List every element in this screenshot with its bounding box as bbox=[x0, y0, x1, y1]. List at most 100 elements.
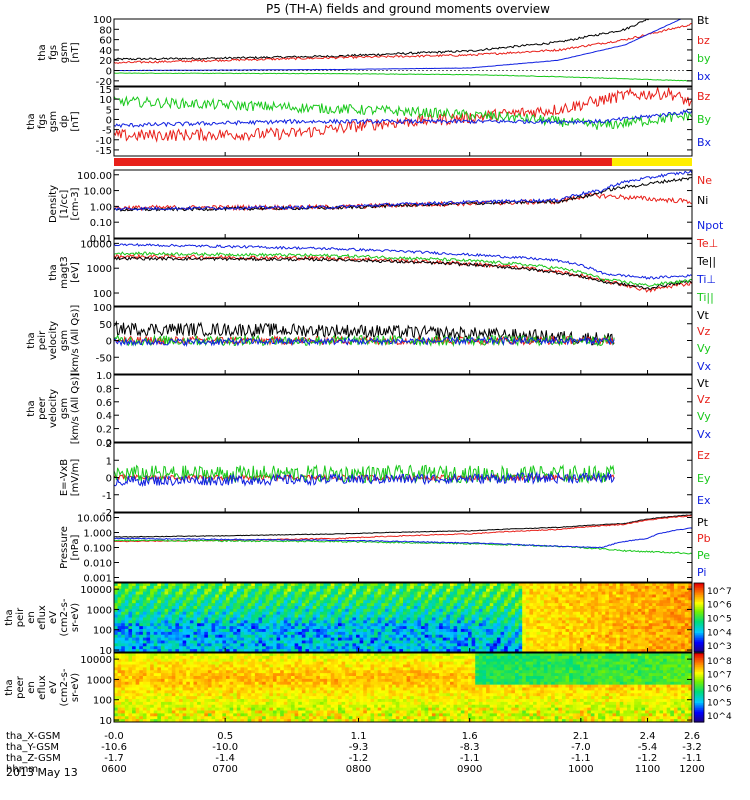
y-axis-label: tha peer en eflux eV (cm2-s-sr-eV) bbox=[4, 668, 81, 706]
mode-bar-yellow bbox=[611, 158, 692, 166]
x-row-value: -1.7 bbox=[104, 753, 124, 764]
y-label-line: peer bbox=[37, 396, 48, 420]
y-label-line: [mV/m] bbox=[70, 459, 81, 497]
y-label-line: [nT] bbox=[70, 111, 81, 131]
series-line-bz bbox=[114, 23, 692, 64]
y-tick-label: 10 bbox=[99, 646, 112, 657]
colorbar-tick-label: 10^3 bbox=[707, 642, 732, 652]
x-row-value: -1.4 bbox=[215, 753, 235, 764]
y-label-line: tha bbox=[26, 400, 37, 416]
y-tick-label: 0 bbox=[106, 474, 112, 485]
series-line-bx bbox=[114, 19, 683, 72]
y-label-line: tha bbox=[4, 679, 15, 695]
y-label-line: [km/s (All Qs)] bbox=[70, 305, 81, 377]
peir_spectrogram-colorbar: 10^7 10^6 10^5 10^4 10^3 bbox=[693, 582, 732, 653]
panel-peer_velocity: 1.0 0.8 0.6 0.4 0.2 0.0 tha peer velocity gsm [km/… bbox=[26, 371, 712, 449]
panel-density: 100.00 10.00 1.00 0.10 0.01 Density [1/cc] [cm-… bbox=[48, 169, 724, 245]
y-label-line: tha bbox=[26, 332, 37, 348]
y-label-line: eflux bbox=[37, 675, 48, 700]
y-tick-label: 50 bbox=[99, 320, 112, 331]
y-tick-label: -50 bbox=[96, 353, 112, 364]
y-label-line: eflux bbox=[37, 605, 48, 630]
y-tick-label: 10.00 bbox=[83, 187, 112, 198]
legend-entry-Bz: Bz bbox=[697, 90, 711, 103]
y-label-line: [eV] bbox=[70, 262, 81, 283]
series-line-Vy bbox=[114, 334, 615, 348]
series-line-Vx bbox=[114, 335, 615, 348]
x-row-name: tha_Z-GSM bbox=[6, 753, 61, 764]
y-label-line: fgs bbox=[48, 45, 59, 60]
x-row-value: -1.2 bbox=[638, 753, 658, 764]
series-line-Bx bbox=[114, 109, 692, 129]
x-tick-label: -0.0 bbox=[104, 731, 124, 742]
y-axis-label: tha fgs gsm [nT] bbox=[37, 42, 81, 63]
x-tick-label: 0.5 bbox=[217, 731, 233, 742]
y-tick-label: 100 bbox=[93, 626, 112, 637]
panel-temperature: 10000 1000 100 tha magt3 [eV] Te⊥ Te|| Ti⊥ Ti|| bbox=[48, 237, 718, 307]
y-tick-label: -5 bbox=[102, 126, 112, 137]
y-label-line: tha bbox=[26, 113, 37, 129]
legend-entry-by: by bbox=[697, 52, 711, 65]
x-tick-label: 1.1 bbox=[351, 731, 367, 742]
y-axis-label: tha fgs gsm dp [nT] bbox=[26, 111, 81, 132]
y-tick-label: 15 bbox=[99, 85, 112, 96]
x-row-value: -5.4 bbox=[638, 742, 658, 753]
y-tick-label: 10000 bbox=[80, 655, 112, 666]
panel-frame bbox=[113, 652, 693, 723]
y-tick-label: 0.010 bbox=[83, 558, 112, 569]
legend-entry-Pe: Pe bbox=[697, 549, 710, 562]
y-axis-label: Pressure [nPa] bbox=[59, 526, 81, 569]
y-label-line: [nPa] bbox=[70, 534, 81, 560]
y-tick-label: 100 bbox=[93, 303, 112, 314]
y-tick-label: 0 bbox=[106, 337, 112, 348]
y-label-line: sr-eV) bbox=[70, 673, 81, 702]
peir_velocity-series bbox=[114, 320, 615, 348]
y-axis-label: tha peir en eflux eV (cm2-s-sr-eV) bbox=[4, 598, 81, 636]
legend-entry-Bx: Bx bbox=[697, 136, 712, 149]
x-row-value: 1000 bbox=[568, 764, 593, 775]
legend-entry-Vy: Vy bbox=[697, 410, 711, 423]
y-tick-label: 1.000 bbox=[83, 529, 112, 540]
colorbar-tick-label: 10^5 bbox=[707, 698, 732, 708]
y-label-line: eV bbox=[48, 681, 59, 694]
legend-entry-Pi: Pi bbox=[697, 566, 706, 579]
y-label-line: [cm-3] bbox=[70, 187, 81, 220]
y-tick-label: 80 bbox=[99, 25, 112, 36]
colorbar-tick-label: 10^7 bbox=[707, 671, 732, 681]
series-line-by bbox=[114, 72, 692, 82]
series-line-Te⊥ bbox=[114, 253, 692, 293]
peer_spectrogram-cells bbox=[114, 653, 692, 722]
x-row-value: -1.1 bbox=[571, 753, 591, 764]
x-tick-label: 2.4 bbox=[640, 731, 656, 742]
series-line-Pi bbox=[114, 527, 692, 549]
y-tick-label: 100.00 bbox=[77, 171, 112, 182]
y-label-line: peer bbox=[15, 675, 26, 699]
y-tick-label: 0.6 bbox=[96, 398, 112, 409]
y-label-line: peir bbox=[37, 330, 48, 350]
colorbar-tick-label: 10^4 bbox=[707, 628, 732, 638]
pressure-series bbox=[114, 514, 692, 555]
legend-entry-Bt: Bt bbox=[697, 14, 710, 27]
mode-bar-red bbox=[114, 158, 612, 166]
y-label-line: peir bbox=[15, 607, 26, 627]
y-tick-label: 0 bbox=[106, 115, 112, 126]
fgs_gsm_dp-series bbox=[114, 87, 692, 143]
y-tick-label: 0.0 bbox=[96, 438, 112, 449]
y-label-line: [1/cc] bbox=[59, 190, 70, 219]
panel-frame bbox=[113, 582, 693, 653]
y-label-line: magt3 bbox=[59, 256, 70, 289]
series-line-Bz bbox=[114, 87, 692, 143]
y-label-line: [nT] bbox=[70, 42, 81, 62]
legend-entry-Ey: Ey bbox=[697, 472, 711, 485]
legend-entry-Vt: Vt bbox=[697, 309, 710, 322]
y-label-line: E=-VxB bbox=[59, 459, 70, 496]
y-tick-label: 20 bbox=[99, 56, 112, 67]
y-tick-label: 0.10 bbox=[90, 218, 112, 229]
y-label-line: Density bbox=[48, 185, 59, 223]
peir_spectrogram-cells bbox=[114, 583, 692, 652]
y-label-line: [km/s (All Qs)] bbox=[70, 373, 81, 445]
panel-peer_spectrogram: 10^8 10^7 10^6 10^5 10^4 10000 1000 100 10 tha pee… bbox=[4, 652, 732, 727]
